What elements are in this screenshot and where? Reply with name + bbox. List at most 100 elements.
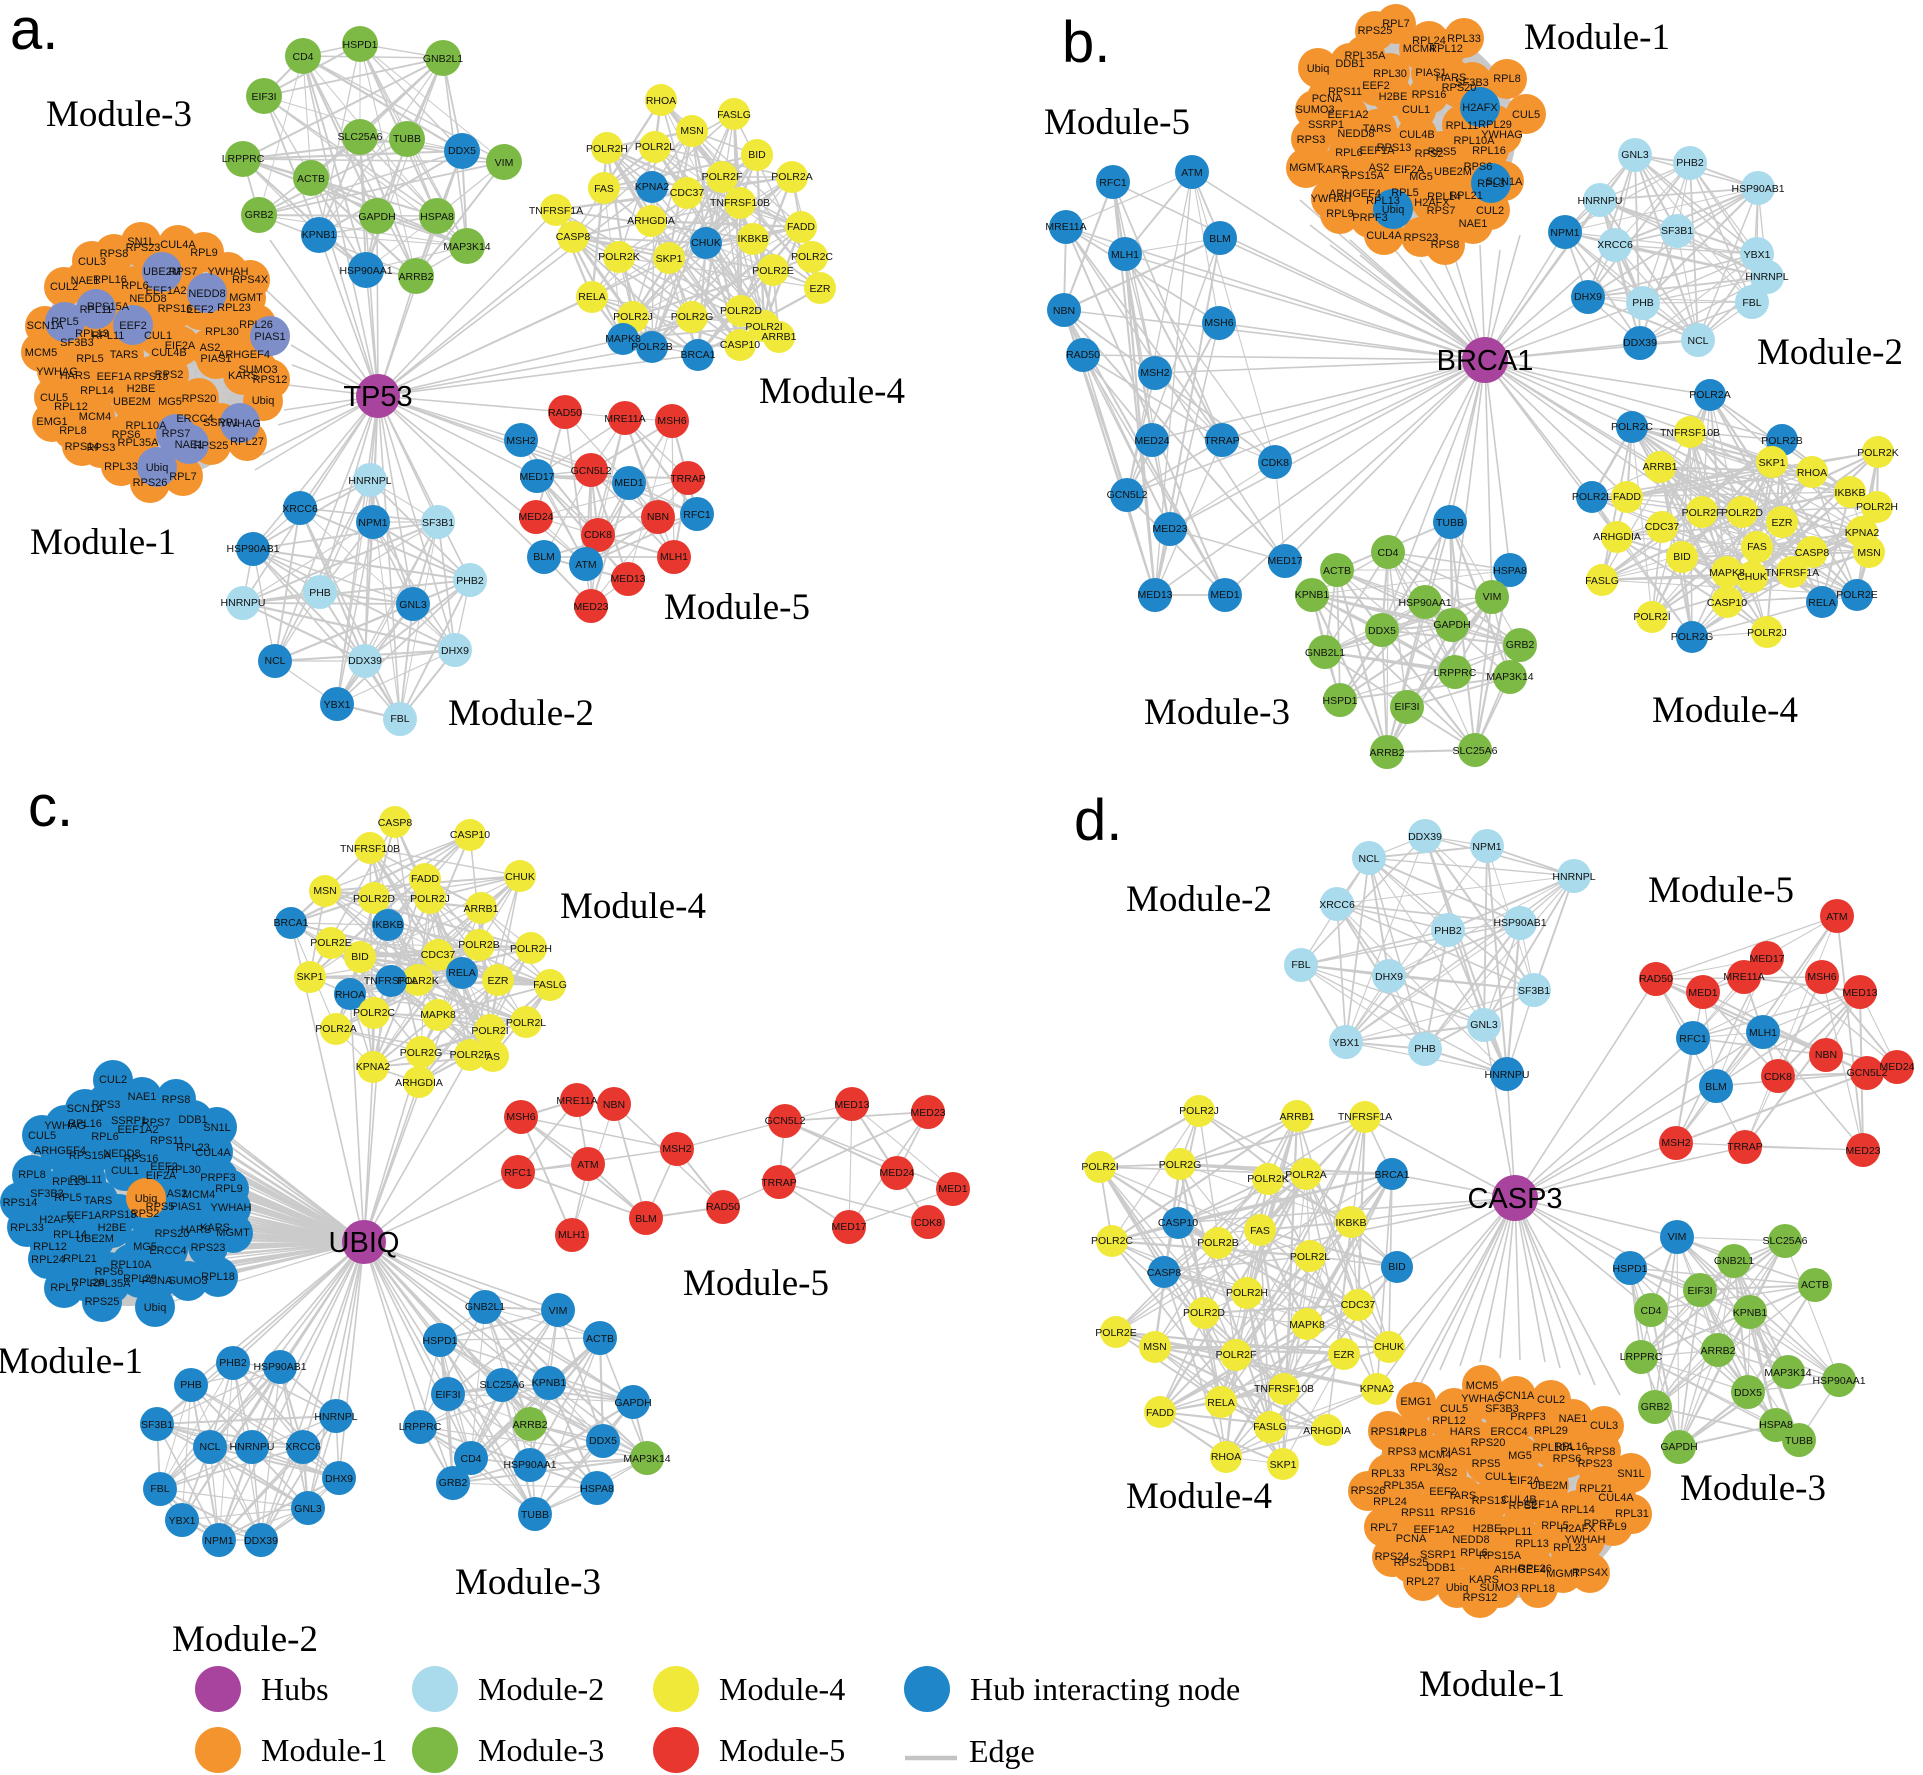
svg-text:Ubiq: Ubiq xyxy=(1382,204,1405,216)
svg-text:MAP3K14: MAP3K14 xyxy=(443,241,490,253)
svg-text:PIAS1: PIAS1 xyxy=(254,331,285,343)
svg-text:POLR2J: POLR2J xyxy=(410,893,450,905)
svg-text:BLM: BLM xyxy=(635,1213,657,1225)
svg-text:MED17: MED17 xyxy=(831,1221,866,1233)
svg-text:RPL12: RPL12 xyxy=(33,1241,67,1253)
svg-text:GCN5L2: GCN5L2 xyxy=(1107,489,1148,501)
svg-text:RPS15A: RPS15A xyxy=(87,301,130,313)
svg-text:VIM: VIM xyxy=(495,157,514,169)
svg-text:ARHGDIA: ARHGDIA xyxy=(395,1077,443,1089)
svg-text:HSPA8: HSPA8 xyxy=(420,211,454,223)
svg-text:RPL5: RPL5 xyxy=(1541,1520,1569,1532)
svg-text:RPL33: RPL33 xyxy=(1371,1468,1405,1480)
svg-text:MSN: MSN xyxy=(1857,547,1880,559)
svg-text:DDX39: DDX39 xyxy=(244,1535,278,1547)
svg-text:EEF1A: EEF1A xyxy=(97,371,133,383)
svg-text:SN1L: SN1L xyxy=(1617,1468,1645,1480)
svg-text:POLR2I: POLR2I xyxy=(745,321,782,333)
svg-text:NAE1: NAE1 xyxy=(1559,1413,1588,1425)
svg-text:FASLG: FASLG xyxy=(1253,1421,1287,1433)
svg-text:NCL: NCL xyxy=(1687,335,1708,347)
svg-text:RPS14: RPS14 xyxy=(65,441,100,453)
svg-text:RHOA: RHOA xyxy=(646,95,676,107)
svg-text:Hubs: Hubs xyxy=(261,1671,329,1707)
svg-text:KPNA2: KPNA2 xyxy=(356,1061,391,1073)
svg-text:SKP1: SKP1 xyxy=(297,971,324,983)
svg-text:EEF1A: EEF1A xyxy=(1360,145,1396,157)
svg-text:CASP10: CASP10 xyxy=(1158,1217,1198,1229)
svg-text:RPL14: RPL14 xyxy=(1561,1504,1595,1516)
svg-text:RPS24: RPS24 xyxy=(1375,1551,1410,1563)
svg-text:MRE11A: MRE11A xyxy=(604,413,645,425)
svg-text:MED13: MED13 xyxy=(610,573,645,585)
svg-text:RPS6: RPS6 xyxy=(1464,161,1493,173)
svg-text:RPS7: RPS7 xyxy=(169,266,198,278)
svg-text:RPL30: RPL30 xyxy=(205,326,239,338)
svg-text:RPL12: RPL12 xyxy=(1432,1415,1466,1427)
svg-text:POLR2L: POLR2L xyxy=(506,1017,546,1029)
svg-text:ARHGEF4: ARHGEF4 xyxy=(34,1145,86,1157)
svg-text:RPS15A: RPS15A xyxy=(1479,1550,1522,1562)
svg-text:SLC25A6: SLC25A6 xyxy=(338,131,383,143)
svg-text:Edge: Edge xyxy=(969,1733,1035,1769)
svg-text:POLR2K: POLR2K xyxy=(1857,447,1898,459)
svg-text:EZR: EZR xyxy=(1772,517,1793,529)
svg-text:HSP90AA1: HSP90AA1 xyxy=(503,1459,556,1471)
svg-text:RPL35A: RPL35A xyxy=(90,1278,132,1290)
svg-text:PIAS1: PIAS1 xyxy=(1415,67,1446,79)
svg-text:RPL9: RPL9 xyxy=(1599,1521,1627,1533)
svg-text:RPL7: RPL7 xyxy=(1370,1522,1398,1534)
svg-text:POLR2D: POLR2D xyxy=(353,893,395,905)
svg-text:ACTB: ACTB xyxy=(1801,1279,1829,1291)
svg-text:POLR2A: POLR2A xyxy=(1285,1169,1326,1181)
svg-text:CUL5: CUL5 xyxy=(28,1130,56,1142)
svg-text:PRPF3: PRPF3 xyxy=(1510,1411,1545,1423)
svg-text:POLR2H: POLR2H xyxy=(510,943,552,955)
svg-text:TRRAP: TRRAP xyxy=(670,473,706,485)
svg-text:RPS11: RPS11 xyxy=(1401,1507,1435,1519)
svg-text:RPS4X: RPS4X xyxy=(232,274,269,286)
svg-text:RPL14: RPL14 xyxy=(1427,191,1461,203)
svg-text:SCN1A: SCN1A xyxy=(1498,1390,1535,1402)
svg-text:GNB2L1: GNB2L1 xyxy=(1305,647,1345,659)
svg-text:MED1: MED1 xyxy=(1210,589,1239,601)
svg-text:VIM: VIM xyxy=(1668,1231,1687,1243)
svg-text:KARS: KARS xyxy=(200,1222,230,1234)
svg-text:YWHAG: YWHAG xyxy=(1481,129,1523,141)
svg-text:MSH2: MSH2 xyxy=(1661,1137,1690,1149)
svg-text:RPS13: RPS13 xyxy=(134,371,169,383)
svg-text:POLR2F: POLR2F xyxy=(450,1049,491,1061)
svg-text:RPL16: RPL16 xyxy=(1472,145,1506,157)
svg-text:POLR2L: POLR2L xyxy=(1290,1251,1330,1263)
svg-text:MAP3K14: MAP3K14 xyxy=(1764,1367,1811,1379)
svg-text:RELA: RELA xyxy=(1207,1397,1234,1409)
svg-text:GNB2L1: GNB2L1 xyxy=(1714,1255,1754,1267)
svg-text:MED1: MED1 xyxy=(938,1183,967,1195)
svg-text:RPL7: RPL7 xyxy=(50,1282,78,1294)
svg-text:TNFRSF10B: TNFRSF10B xyxy=(710,197,770,209)
svg-text:FASLG: FASLG xyxy=(1585,575,1619,587)
svg-text:EZR: EZR xyxy=(810,283,831,295)
svg-text:HNRNPL: HNRNPL xyxy=(348,475,391,487)
svg-text:SF3B1: SF3B1 xyxy=(1661,225,1693,237)
svg-text:POLR2J: POLR2J xyxy=(613,311,653,323)
svg-text:CUL5: CUL5 xyxy=(1512,109,1540,121)
svg-text:RPL13: RPL13 xyxy=(75,328,109,340)
svg-text:HARS: HARS xyxy=(181,1224,212,1236)
svg-text:TNFRSF10B: TNFRSF10B xyxy=(1254,1383,1314,1395)
svg-text:DDX5: DDX5 xyxy=(1368,625,1396,637)
svg-text:RPS5: RPS5 xyxy=(146,1201,175,1213)
svg-text:CHUK: CHUK xyxy=(691,237,721,249)
svg-text:CDC37: CDC37 xyxy=(670,187,705,199)
svg-text:RPL10A: RPL10A xyxy=(1454,135,1496,147)
svg-text:ARHGDIA: ARHGDIA xyxy=(1303,1425,1351,1437)
svg-text:RPS15A: RPS15A xyxy=(1342,170,1385,182)
svg-text:MED23: MED23 xyxy=(910,1107,945,1119)
svg-text:Module-2: Module-2 xyxy=(1126,879,1272,920)
svg-text:KPNB1: KPNB1 xyxy=(1295,589,1330,601)
svg-text:POLR2F: POLR2F xyxy=(1216,1349,1257,1361)
svg-text:NCL: NCL xyxy=(199,1441,220,1453)
svg-text:GRB2: GRB2 xyxy=(1641,1401,1670,1413)
svg-text:RFC1: RFC1 xyxy=(1099,177,1127,189)
svg-text:CDK8: CDK8 xyxy=(584,529,612,541)
